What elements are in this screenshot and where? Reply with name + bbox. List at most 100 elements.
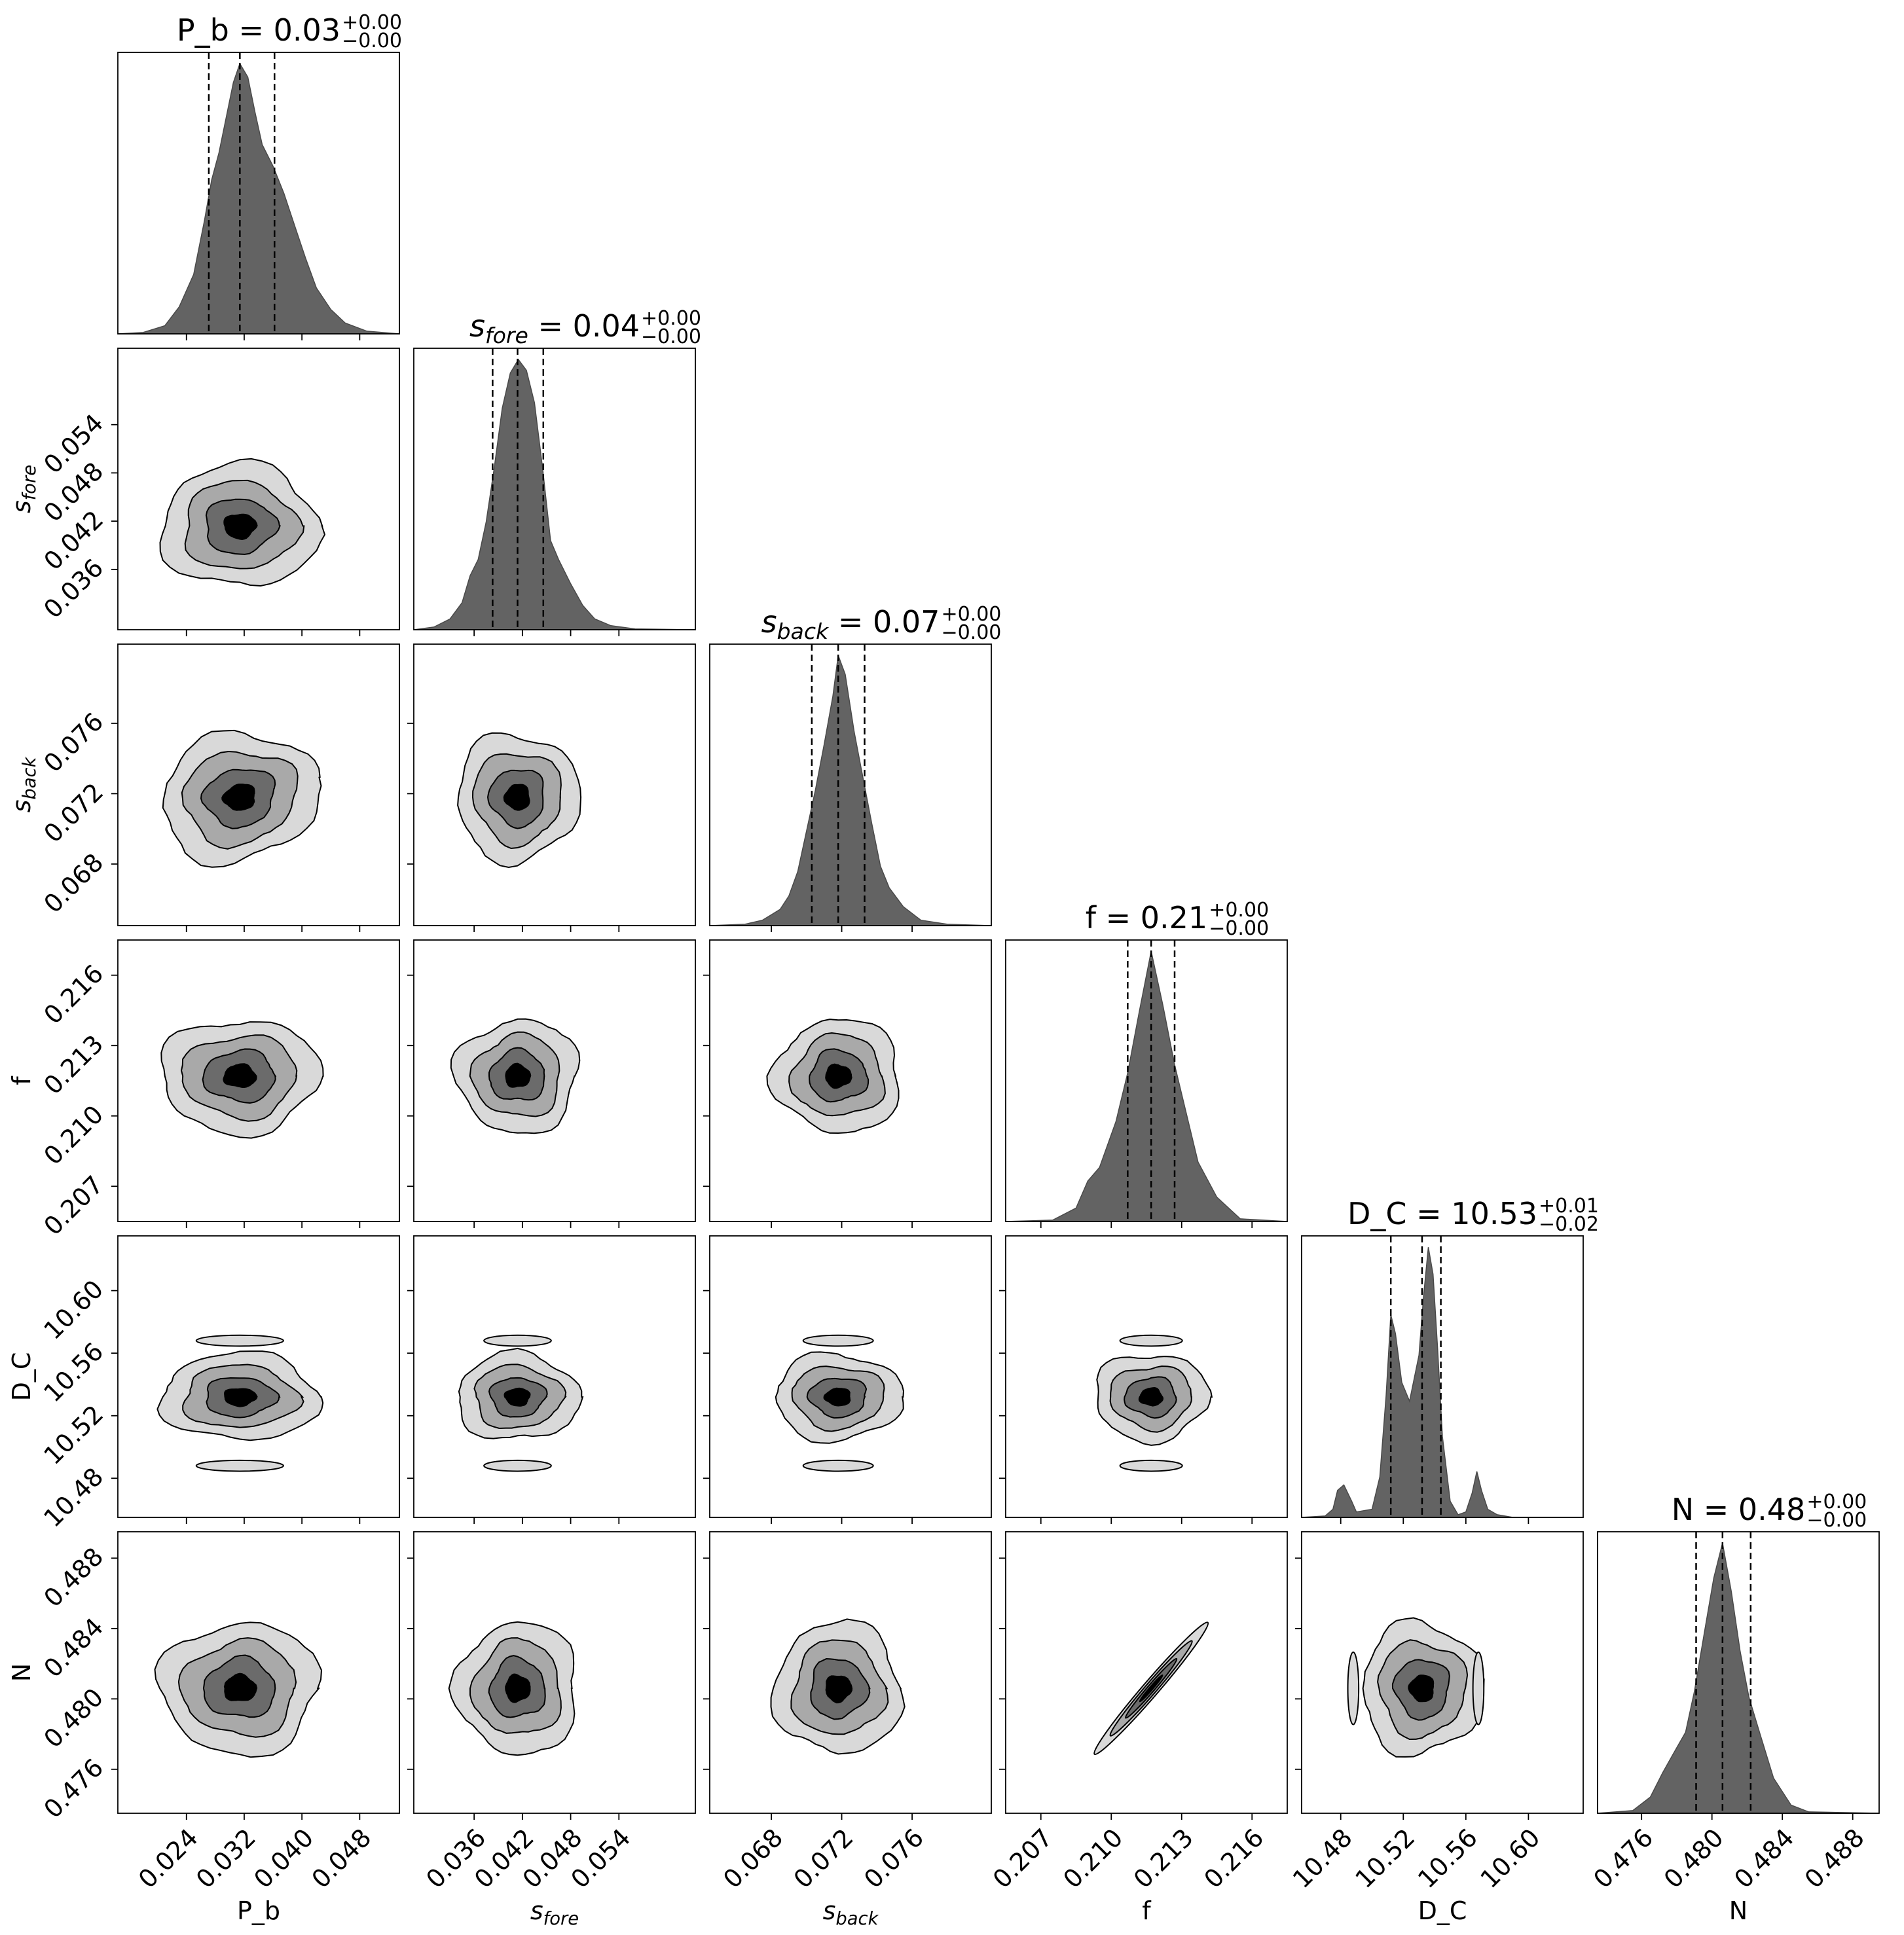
y-tick-label-N: 0.488	[38, 1542, 109, 1613]
y-axis-label-N: N	[7, 1663, 36, 1682]
title-text: D_C = 10.53	[1347, 1196, 1537, 1231]
y-axis-label-D_C: D_C	[7, 1352, 36, 1402]
x-axis-label-f: f	[1142, 1896, 1152, 1925]
panel-frame	[709, 643, 992, 926]
title-text: f = 0.21	[1086, 900, 1207, 935]
hist-panel-N: N = 0.48 +0.00−0.00	[1597, 1491, 1880, 1814]
contour-mode-1	[1119, 1334, 1183, 1347]
x-axis-label-N: N	[1729, 1896, 1748, 1925]
y-axis-label-f: f	[7, 1076, 36, 1085]
x-axis-label-s_back: sback	[823, 1896, 879, 1929]
x-tick-label-f: 0.213	[1128, 1823, 1199, 1894]
title-plus-error: +0.00	[941, 603, 1001, 626]
title-minus-error: −0.02	[1539, 1213, 1599, 1236]
title-plus-error: +0.00	[641, 307, 701, 330]
y-tick-label-D_C: 10.52	[38, 1400, 109, 1470]
contour-level-3	[825, 1675, 853, 1704]
contour-panel-D_C-vs-f	[1005, 1235, 1288, 1518]
contour-panel-N-vs-D_C	[1301, 1531, 1584, 1814]
panel-frame	[117, 348, 400, 630]
panel-frame	[709, 1235, 992, 1518]
y-tick-label-f: 0.213	[38, 1030, 109, 1100]
x-tick-label-P_b: 0.024	[133, 1823, 204, 1894]
contour-level-3	[224, 1388, 258, 1407]
x-tick-label-D_C: 10.60	[1475, 1823, 1546, 1894]
contour-panel-s_back-vs-s_fore	[413, 643, 696, 926]
panel-frame	[413, 1235, 696, 1518]
panel-frame	[117, 643, 400, 926]
title-s_fore: sfore = 0.04 +0.00−0.00	[469, 307, 701, 348]
contour-level-3	[505, 1673, 531, 1703]
title-plus-error: +0.01	[1539, 1195, 1599, 1218]
y-tick-label-f: 0.216	[38, 959, 109, 1030]
contour-panel-N-vs-f	[1005, 1531, 1288, 1814]
title-plus-error: +0.00	[342, 11, 402, 34]
y-tick-label-N: 0.484	[38, 1612, 109, 1683]
panel-frame	[413, 1531, 696, 1814]
x-tick-label-s_back: 0.076	[858, 1823, 929, 1894]
hist-D_C	[1301, 1247, 1583, 1518]
contour-panel-s_fore-vs-P_b	[117, 348, 400, 630]
x-tick-label-f: 0.210	[1057, 1823, 1128, 1894]
title-D_C: D_C = 10.53 +0.01−0.02	[1347, 1195, 1599, 1236]
hist-s_fore	[413, 358, 696, 630]
panel-frame	[117, 1531, 400, 1814]
panel-frame	[1005, 1235, 1288, 1518]
y-tick-label-s_back: 0.072	[38, 778, 109, 848]
panel-frame	[413, 939, 696, 1222]
title-minus-error: −0.00	[641, 325, 701, 348]
x-tick-label-N: 0.488	[1799, 1823, 1870, 1894]
contour-mode-0	[483, 1459, 552, 1472]
x-tick-label-D_C: 10.48	[1287, 1823, 1358, 1894]
y-tick-label-D_C: 10.60	[38, 1275, 109, 1345]
contour-panel-s_back-vs-P_b	[117, 643, 400, 926]
contour-mode-1	[483, 1334, 552, 1347]
hist-panel-P_b: P_b = 0.03 +0.00−0.00	[117, 11, 402, 335]
title-text: N = 0.48	[1672, 1492, 1806, 1527]
panel-frame	[413, 643, 696, 926]
panel-frame	[1005, 1531, 1288, 1814]
contour-panel-f-vs-s_fore	[413, 939, 696, 1222]
x-tick-label-D_C: 10.52	[1349, 1823, 1420, 1894]
contour-level-3	[1139, 1674, 1163, 1703]
title-minus-error: −0.00	[941, 621, 1001, 644]
panel-frame	[117, 939, 400, 1222]
panel-frame	[709, 1531, 992, 1814]
title-plus-error: +0.00	[1806, 1491, 1867, 1513]
x-tick-label-D_C: 10.56	[1412, 1823, 1483, 1894]
panel-frame	[1597, 1531, 1880, 1814]
contour-panel-D_C-vs-s_fore	[413, 1235, 696, 1518]
contour-level-3	[223, 1063, 257, 1089]
contour-mode-0	[802, 1459, 874, 1472]
title-s_back: sback = 0.07 +0.00−0.00	[761, 603, 1002, 644]
panel-frame	[117, 1235, 400, 1518]
hist-panel-s_fore: sfore = 0.04 +0.00−0.00	[413, 307, 701, 630]
y-tick-label-D_C: 10.56	[38, 1337, 109, 1407]
hist-panel-s_back: sback = 0.07 +0.00−0.00	[709, 603, 1002, 926]
title-minus-error: −0.00	[1209, 917, 1269, 940]
title-minus-error: −0.00	[1806, 1509, 1867, 1532]
y-tick-label-s_back: 0.068	[38, 848, 109, 918]
x-tick-label-f: 0.216	[1198, 1823, 1269, 1894]
contour-mode-1	[195, 1334, 284, 1347]
contour-level-3	[503, 1387, 531, 1407]
x-axis-label-P_b: P_b	[237, 1896, 280, 1925]
x-tick-label-s_back: 0.068	[718, 1823, 788, 1894]
contour-panel-f-vs-s_back	[709, 939, 992, 1222]
y-tick-label-f: 0.207	[38, 1170, 109, 1241]
contour-level-3	[223, 1673, 258, 1701]
contour-level-3	[221, 784, 255, 811]
panel-frame	[117, 52, 400, 335]
title-plus-error: +0.00	[1209, 899, 1269, 922]
contour-level-3	[825, 1063, 852, 1089]
contour-level-3	[1138, 1386, 1164, 1407]
y-axis-label-s_fore: sfore	[7, 465, 40, 513]
x-tick-label-s_back: 0.072	[788, 1823, 859, 1894]
panel-frame	[709, 939, 992, 1222]
contour-panel-D_C-vs-s_back	[709, 1235, 992, 1518]
contour-panel-N-vs-s_back	[709, 1531, 992, 1814]
x-tick-label-f: 0.207	[987, 1823, 1058, 1894]
title-text: sfore = 0.04	[469, 308, 640, 348]
contour-level-3	[1408, 1674, 1435, 1703]
